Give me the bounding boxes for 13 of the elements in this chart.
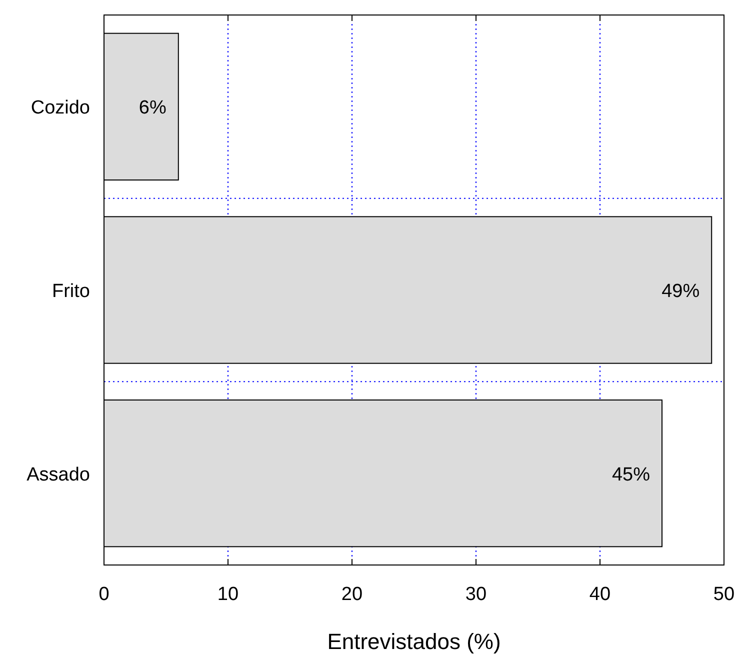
x-axis-title: Entrevistados (%)	[327, 629, 501, 654]
x-tick-label: 20	[341, 584, 363, 605]
y-tick-label: Frito	[52, 281, 90, 302]
x-tick-label: 10	[217, 584, 239, 605]
x-tick-label: 40	[589, 584, 611, 605]
y-tick-label: Cozido	[30, 98, 90, 119]
y-tick-label: Assado	[26, 464, 90, 486]
data-label: 49%	[662, 281, 700, 302]
data-label: 6%	[138, 98, 166, 119]
x-tick-label: 30	[465, 584, 487, 605]
x-tick-label: 50	[713, 584, 735, 605]
data-label: 45%	[612, 464, 650, 486]
x-tick-label: 0	[98, 584, 110, 605]
